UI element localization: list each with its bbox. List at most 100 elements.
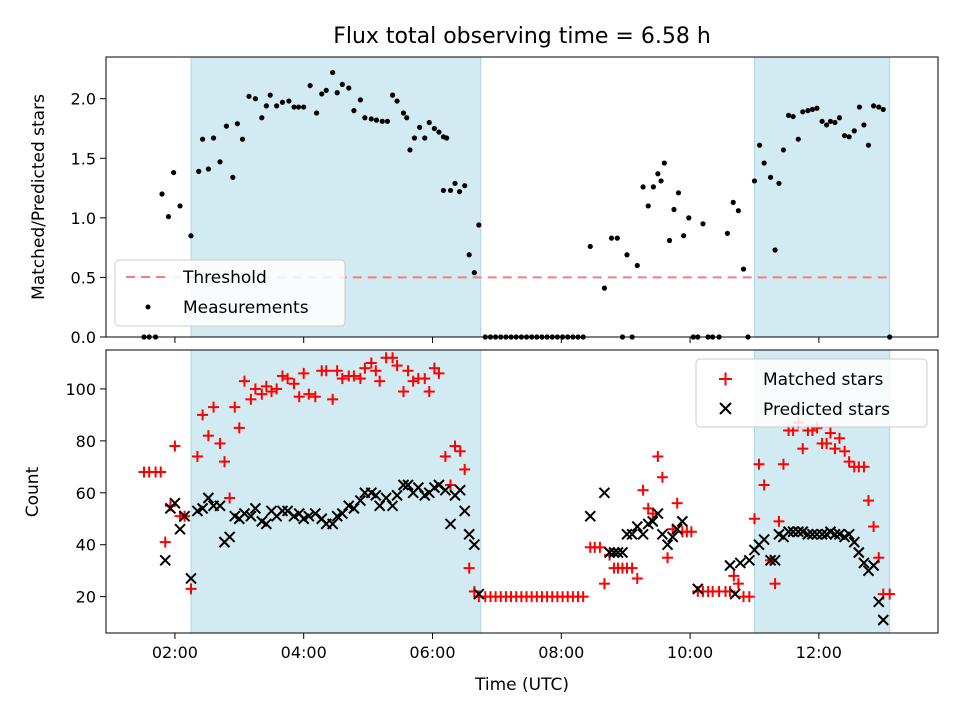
x-tick-label: 08:00 [538,643,584,662]
predicted-point-b [734,557,747,569]
ratio-y-axis-label: Matched/Predicted stars [29,94,49,300]
predicted-point [637,528,649,541]
matched-point [191,450,203,462]
measurement-point [856,104,863,110]
observing-window-band [754,57,890,337]
measurement-point [404,115,410,121]
matched-point [309,391,321,403]
matched-point [743,591,755,603]
predicted-point-b [202,492,215,504]
matched-point [208,401,220,413]
measurement-point [351,108,357,114]
matched-point [233,422,245,434]
measurement-point [196,168,202,174]
predicted-point [729,588,741,600]
counts-legend-box [695,358,928,428]
legend-matched-swatch [719,372,732,386]
counts-y-axis-label: Count [23,466,43,517]
matched-point [238,375,250,387]
ratio-axes-frame [105,56,939,338]
measurement-point [724,230,731,236]
counts-axes-frame [105,349,939,634]
measurement-point [466,252,472,258]
matched-point [169,440,181,452]
chart-title: Flux total observing time = 6.58 h [333,24,711,49]
predicted-point [616,546,629,559]
measurement-point [431,125,438,132]
matched-point [155,466,167,478]
predicted-point [245,510,257,522]
predicted-point [787,526,799,538]
measurement-point [407,147,413,153]
predicted-point-b [397,479,410,491]
predicted-point [214,500,226,512]
predicted-point [326,518,339,530]
predicted-point-b [276,505,289,517]
matched-point [320,365,332,377]
matched-point [868,521,880,533]
predicted-point [249,502,262,515]
matched-point [391,360,403,372]
predicted-point-b [867,559,880,572]
predicted-point [631,520,643,533]
predicted-point [764,554,777,567]
predicted-point-b [873,596,885,608]
measurement-point [246,93,252,99]
predicted-point [843,528,855,541]
matched-point [433,367,445,379]
matched-point [271,383,283,395]
predicted-point [758,533,770,546]
measurement-point [675,190,682,196]
matched-point [884,588,896,600]
measurement-point [210,135,217,141]
matched-point [824,427,836,439]
measurement-point [861,122,867,128]
legend-measurements-label: Measurements [183,298,309,318]
matched-point [359,362,371,374]
ratio-legend: Threshold Measurements [114,259,346,327]
predicted-point-b [463,528,475,541]
predicted-point-b [343,500,355,512]
predicted-point-b [402,479,414,491]
matched-point [445,479,457,491]
measurement-point [230,174,236,180]
measurement-point [259,115,265,121]
y-tick-label: 1.0 [71,209,96,228]
measurement-point [805,108,811,114]
predicted-point-b [468,539,481,551]
measurement-point [880,106,886,113]
measurement-point [234,121,240,127]
matched-point [374,375,386,387]
predicted-point-b [858,557,870,569]
predicted-point [178,510,191,522]
matched-point [862,495,874,507]
measurement-point [772,247,778,253]
measurement-point [842,133,848,139]
matched-point [758,479,770,491]
matched-point [577,591,589,603]
matched-point [728,570,740,582]
matched-point [423,386,435,398]
measurement-point [865,142,872,148]
matched-point [748,513,760,525]
predicted-point [174,523,186,535]
measurement-point [307,82,313,89]
matched-point [671,497,683,509]
measurement-point [373,117,380,123]
predicted-point [463,528,475,541]
matched-point [833,432,845,444]
measurement-point [411,135,418,141]
predicted-point [647,515,659,528]
matched-point [439,450,451,462]
matched-point [647,508,659,520]
measurement-point [177,203,183,209]
matched-point [459,463,471,475]
matched-point [293,391,305,403]
measurement-point [827,118,834,124]
measurement-point [640,184,646,190]
measurement-point [871,103,877,109]
predicted-point [468,539,481,551]
predicted-point-b [877,614,889,626]
matched-point [656,471,668,483]
predicted-point-b [811,528,823,541]
